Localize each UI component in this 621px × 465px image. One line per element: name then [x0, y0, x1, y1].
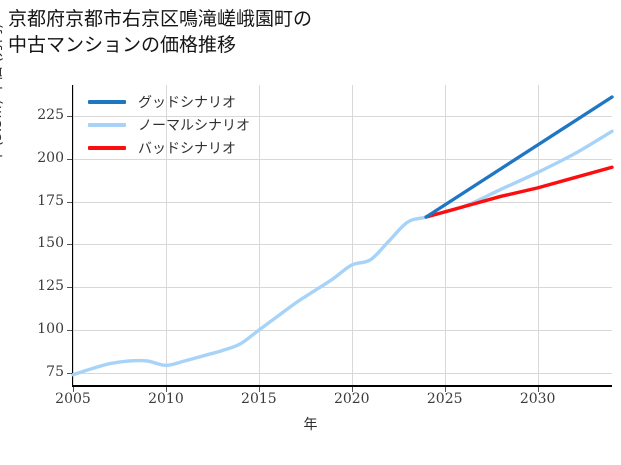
gridline-vertical — [351, 85, 353, 385]
x-axis-tick-label: 2005 — [55, 391, 91, 407]
x-axis-tick-label: 2015 — [241, 391, 277, 407]
gridline-horizontal — [73, 330, 612, 332]
x-axis-tick — [444, 387, 446, 392]
series-line-normal — [71, 129, 614, 377]
legend-item-bad[interactable]: バッドシナリオ — [88, 136, 250, 159]
gridline-horizontal — [73, 244, 612, 246]
x-axis-tick — [351, 387, 353, 392]
plot-area — [71, 85, 614, 385]
gridline-vertical — [444, 85, 446, 385]
y-axis-tick — [67, 201, 72, 203]
legend-item-good[interactable]: グッドシナリオ — [88, 90, 250, 113]
data-lines — [71, 95, 614, 377]
chart-title-line-2: 中古マンションの価格推移 — [8, 34, 237, 56]
legend-label-normal: ノーマルシナリオ — [138, 117, 250, 134]
x-axis-tick — [537, 387, 539, 392]
legend-label-bad: バッドシナリオ — [138, 140, 236, 157]
legend-swatch-normal — [88, 122, 126, 127]
gridline-vertical — [73, 85, 74, 385]
series-line-good — [424, 95, 614, 219]
x-axis-tick-label: 2025 — [426, 391, 463, 407]
y-axis-tick — [67, 373, 72, 374]
gridline-horizontal — [73, 115, 612, 117]
legend-swatch-good — [88, 99, 126, 104]
y-axis-tick-label: 100 — [37, 321, 64, 338]
y-axis-tick — [67, 330, 72, 332]
chart-title: 京都府京都市右京区鳴滝嵯峨園町の 中古マンションの価格推移 — [8, 6, 508, 58]
gridline-vertical — [537, 85, 539, 385]
y-axis-tick-label: 75 — [46, 364, 64, 380]
gridline-horizontal — [73, 373, 612, 374]
y-axis-tick-label: 150 — [37, 235, 64, 252]
y-axis-tick — [67, 244, 72, 246]
x-axis-tick — [165, 387, 167, 392]
x-axis-tick-label: 2010 — [148, 391, 184, 407]
y-axis-tick-label: 125 — [37, 278, 64, 295]
y-axis-tick-label: 200 — [37, 149, 64, 166]
x-axis-tick-label: 2020 — [333, 391, 370, 407]
x-axis-tick — [73, 387, 74, 392]
y-axis-title: 坪 (3.3㎡) 単価 (万円) — [0, 23, 5, 165]
legend-swatch-bad — [88, 145, 126, 150]
legend-item-normal[interactable]: ノーマルシナリオ — [88, 113, 250, 136]
y-axis-tick — [67, 158, 72, 160]
chart-title-line-1: 京都府京都市右京区鳴滝嵯峨園町の — [8, 8, 313, 30]
y-axis-tick-label: 225 — [37, 106, 64, 123]
chart-legend: グッドシナリオ ノーマルシナリオ バッドシナリオ — [88, 90, 250, 159]
gridline-vertical — [165, 85, 167, 385]
legend-label-good: グッドシナリオ — [138, 94, 236, 111]
y-axis-tick — [67, 115, 72, 117]
y-axis-tick — [67, 287, 72, 289]
y-axis-tick-label: 175 — [37, 192, 64, 209]
x-axis-line — [72, 385, 612, 387]
gridline-horizontal — [73, 287, 612, 289]
x-axis-tick — [258, 387, 260, 392]
gridline-vertical — [258, 85, 260, 385]
gridline-horizontal — [73, 201, 612, 203]
x-axis-tick-label: 2030 — [519, 391, 556, 407]
x-axis-title: 年 — [303, 417, 318, 433]
gridline-horizontal — [73, 158, 612, 160]
series-line-bad — [424, 165, 614, 219]
